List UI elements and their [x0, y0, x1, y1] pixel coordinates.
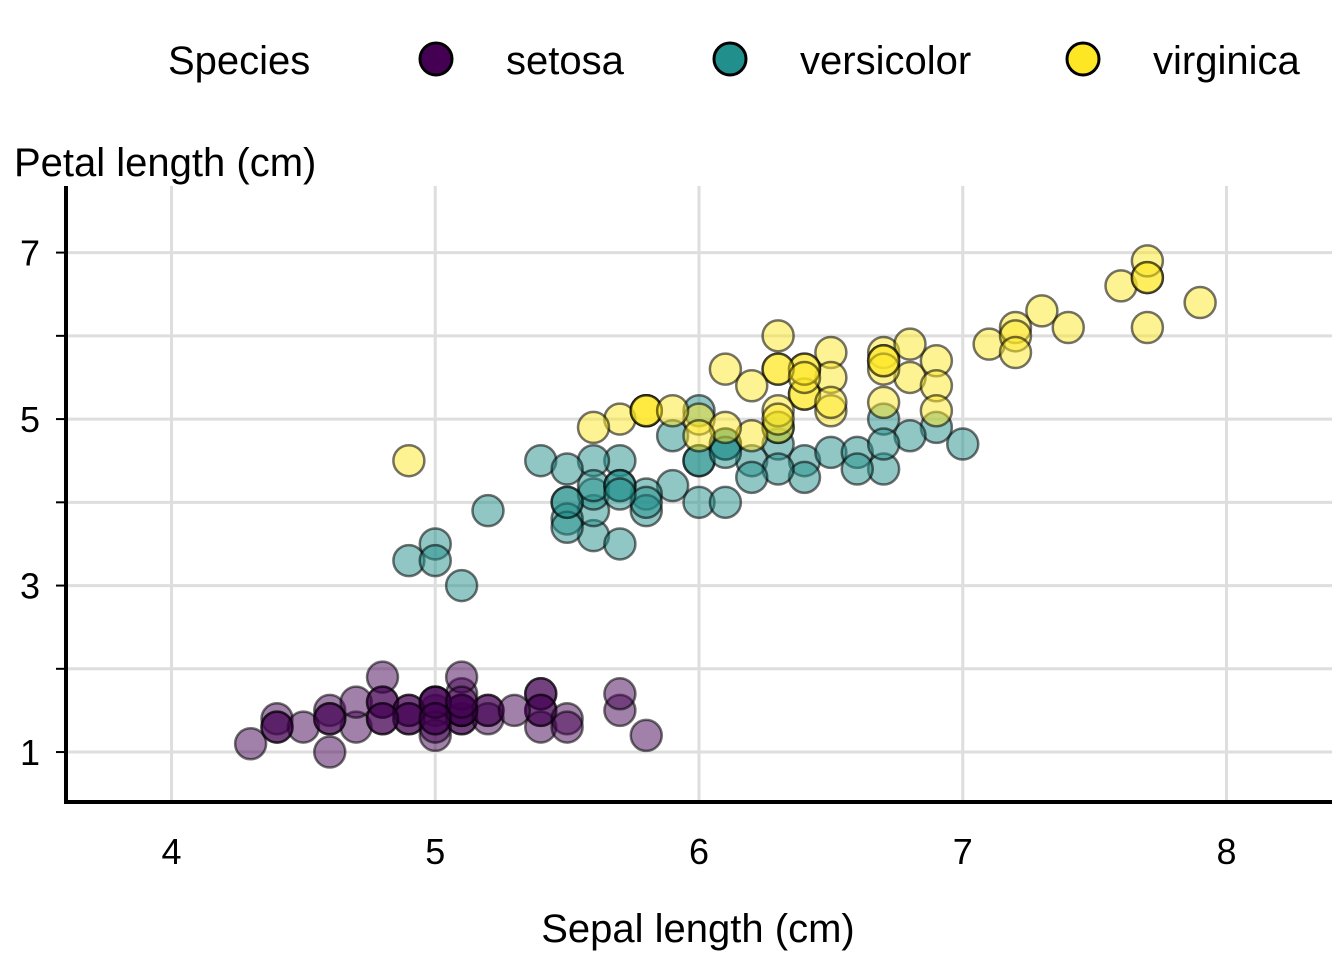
- point-versicolor: [550, 452, 584, 486]
- point-virginica: [1130, 310, 1165, 345]
- point-virginica: [866, 385, 901, 420]
- legend: Species setosa versicolor virginica: [168, 39, 1300, 83]
- point-virginica: [761, 402, 795, 436]
- point-versicolor: [550, 485, 584, 520]
- point-virginica: [919, 394, 954, 428]
- point-versicolor: [603, 477, 637, 511]
- point-virginica: [708, 352, 743, 386]
- x-tick-label: 7: [953, 831, 973, 872]
- point-versicolor: [444, 568, 479, 603]
- point-virginica: [392, 443, 426, 478]
- point-setosa: [497, 693, 532, 728]
- x-axis-title: Sepal length (cm): [541, 907, 854, 951]
- x-tick-label: 6: [689, 831, 709, 872]
- point-versicolor: [946, 427, 980, 461]
- point-virginica: [655, 394, 690, 428]
- point-versicolor: [708, 485, 743, 520]
- point-virginica: [814, 385, 848, 420]
- point-virginica: [682, 418, 716, 453]
- legend-key-virginica: [1065, 41, 1101, 77]
- y-tick-label: 5: [20, 399, 40, 440]
- point-virginica: [1051, 310, 1085, 345]
- legend-key-setosa: [418, 41, 454, 77]
- data-points: [233, 244, 1217, 769]
- point-virginica: [787, 360, 822, 395]
- legend-title: Species: [168, 39, 310, 83]
- legend-key-versicolor: [712, 41, 748, 77]
- y-tick-label: 1: [20, 732, 40, 773]
- y-tick-label: 3: [20, 566, 40, 607]
- point-virginica: [1183, 285, 1217, 320]
- point-virginica: [735, 369, 769, 403]
- x-tick-label: 4: [161, 831, 181, 872]
- point-versicolor: [603, 527, 637, 561]
- point-setosa: [603, 677, 637, 711]
- point-virginica: [1025, 294, 1059, 328]
- point-setosa: [550, 710, 584, 744]
- point-versicolor: [418, 543, 452, 578]
- point-virginica: [998, 335, 1033, 370]
- y-axis-title: Petal length (cm): [14, 141, 316, 185]
- point-setosa: [365, 702, 400, 736]
- point-virginica: [1130, 260, 1165, 295]
- point-versicolor: [735, 460, 769, 495]
- point-versicolor: [840, 452, 874, 486]
- point-versicolor: [471, 493, 505, 528]
- y-tick-label: 7: [20, 233, 40, 274]
- point-setosa: [233, 726, 268, 761]
- point-setosa: [444, 685, 479, 719]
- point-virginica: [893, 327, 927, 361]
- point-virginica: [576, 410, 611, 445]
- point-setosa: [313, 702, 347, 736]
- legend-label-setosa: setosa: [506, 39, 625, 83]
- point-setosa: [260, 710, 294, 744]
- x-tick-label: 5: [425, 831, 445, 872]
- point-setosa: [629, 718, 663, 753]
- point-versicolor: [866, 427, 901, 461]
- point-setosa: [418, 702, 452, 736]
- gridlines: [66, 186, 1332, 802]
- legend-label-versicolor: versicolor: [800, 39, 971, 83]
- x-tick-label: 8: [1216, 831, 1236, 872]
- point-virginica: [761, 319, 795, 353]
- axes: [56, 186, 1332, 804]
- legend-label-virginica: virginica: [1153, 39, 1300, 83]
- tick-labels: 4 5 6 7 8 1 3 5 7: [20, 233, 1237, 872]
- point-virginica: [866, 344, 901, 378]
- point-setosa: [313, 735, 347, 769]
